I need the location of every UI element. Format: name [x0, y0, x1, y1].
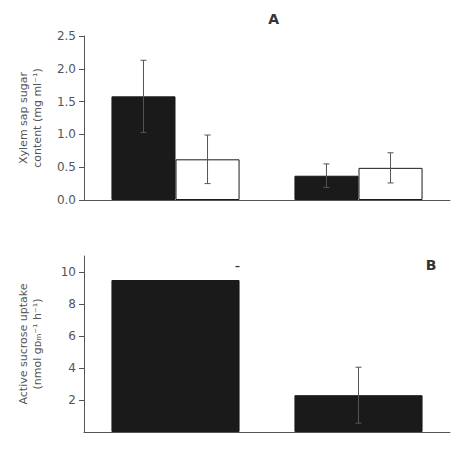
- svg-text:2.0: 2.0: [57, 62, 76, 76]
- svg-text:10: 10: [61, 265, 76, 279]
- svg-text:Active sucrose uptake: Active sucrose uptake: [17, 283, 30, 404]
- svg-text:2.5: 2.5: [57, 29, 76, 43]
- svg-text:1.5: 1.5: [57, 95, 76, 109]
- svg-text:(nmol gᴅₘ⁻¹ h⁻¹): (nmol gᴅₘ⁻¹ h⁻¹): [31, 299, 44, 390]
- svg-text:A: A: [268, 11, 279, 27]
- svg-text:-: -: [235, 257, 240, 275]
- svg-text:8: 8: [68, 297, 76, 311]
- svg-text:2: 2: [68, 393, 76, 407]
- svg-text:Xylem sap sugar: Xylem sap sugar: [17, 72, 30, 164]
- svg-text:4: 4: [68, 361, 76, 375]
- svg-text:1.0: 1.0: [57, 127, 76, 141]
- svg-text:content (mg ml⁻¹): content (mg ml⁻¹): [31, 68, 44, 167]
- svg-text:B: B: [426, 257, 437, 273]
- svg-text:6: 6: [68, 329, 76, 343]
- svg-text:0.5: 0.5: [57, 160, 76, 174]
- svg-text:0.0: 0.0: [57, 193, 76, 207]
